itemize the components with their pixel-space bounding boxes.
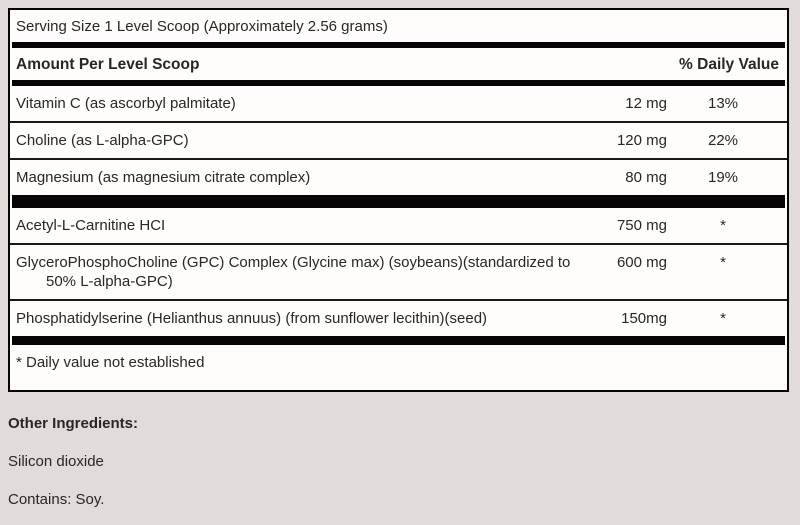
nutrient-daily-value: * xyxy=(720,254,726,271)
divider-bar xyxy=(12,80,785,86)
other-ingredients-section: Other Ingredients: Silicon dioxide Conta… xyxy=(8,414,792,509)
table-row: Choline (as L-alpha-GPC) 120 mg 22% xyxy=(10,121,787,158)
nutrient-amount: 150mg xyxy=(621,310,667,327)
other-ingredients-label: Other Ingredients: xyxy=(8,415,139,432)
serving-size-row: Serving Size 1 Level Scoop (Approximatel… xyxy=(10,10,787,42)
nutrient-amount: 12 mg xyxy=(625,95,667,112)
table-row: Magnesium (as magnesium citrate complex)… xyxy=(10,158,787,195)
nutrient-name: Phosphatidylserine (Helianthus annuus) (… xyxy=(16,310,488,327)
divider-bar xyxy=(12,42,785,48)
nutrient-name: Acetyl-L-Carnitine HCI xyxy=(16,217,166,234)
nutrient-name: GlyceroPhosphoCholine (GPC) Complex (Gly… xyxy=(16,254,571,290)
column-header-row: Amount Per Level Scoop % Daily Value xyxy=(10,48,787,80)
nutrient-daily-value: 13% xyxy=(707,95,739,112)
nutrient-daily-value: 19% xyxy=(707,169,739,186)
serving-size-text: Serving Size 1 Level Scoop (Approximatel… xyxy=(16,18,388,35)
nutrients-no-dv-group: Acetyl-L-Carnitine HCI 750 mg * GlyceroP… xyxy=(10,208,787,336)
nutrients-with-dv-group: Vitamin C (as ascorbyl palmitate) 12 mg … xyxy=(10,86,787,195)
nutrient-daily-value: 22% xyxy=(707,132,739,149)
footnote-text: * Daily value not established xyxy=(16,354,205,371)
other-ingredients-items: Silicon dioxide xyxy=(8,453,104,470)
nutrient-amount: 120 mg xyxy=(616,132,667,149)
nutrient-amount: 80 mg xyxy=(625,169,667,186)
nutrient-daily-value: * xyxy=(720,310,726,327)
divider-bar xyxy=(12,336,785,345)
nutrient-amount: 600 mg xyxy=(616,254,667,271)
nutrient-name: Choline (as L-alpha-GPC) xyxy=(16,132,189,149)
table-row: GlyceroPhosphoCholine (GPC) Complex (Gly… xyxy=(10,243,787,299)
amount-column-header: Amount Per Level Scoop xyxy=(16,56,200,73)
supplement-facts-panel: Serving Size 1 Level Scoop (Approximatel… xyxy=(8,8,789,392)
nutrient-daily-value: * xyxy=(720,217,726,234)
nutrient-name: Magnesium (as magnesium citrate complex) xyxy=(16,169,311,186)
table-row: Acetyl-L-Carnitine HCI 750 mg * xyxy=(10,208,787,243)
divider-bar xyxy=(12,195,785,208)
nutrient-amount: 750 mg xyxy=(616,217,667,234)
daily-value-column-header: % Daily Value xyxy=(679,56,779,73)
allergen-statement: Contains: Soy. xyxy=(8,491,105,508)
table-row: Vitamin C (as ascorbyl palmitate) 12 mg … xyxy=(10,86,787,121)
nutrient-name: Vitamin C (as ascorbyl palmitate) xyxy=(16,95,236,112)
table-row: Phosphatidylserine (Helianthus annuus) (… xyxy=(10,299,787,336)
footnote-row: * Daily value not established xyxy=(10,345,787,390)
